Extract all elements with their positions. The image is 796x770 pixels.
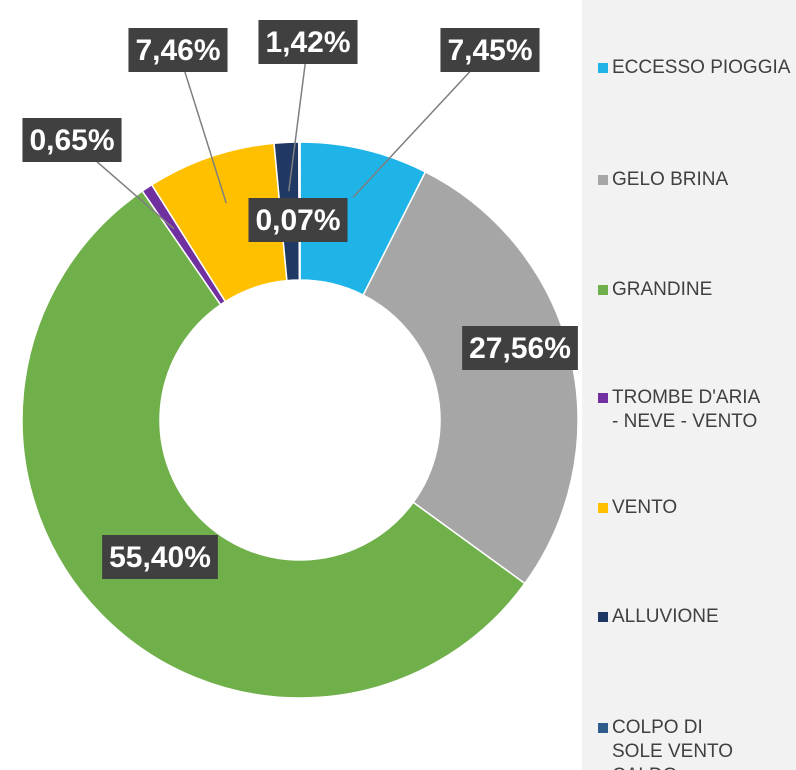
legend-label: ECCESSO PIOGGIA xyxy=(612,57,791,78)
legend-item: GELO BRINA xyxy=(598,168,796,192)
leader-line xyxy=(288,41,309,192)
legend-item: VENTO xyxy=(598,496,796,520)
data-label-box xyxy=(258,20,358,64)
data-label-box xyxy=(128,28,228,72)
data-label: 7,46% xyxy=(135,34,220,67)
legend-item: COLPO DI SOLE VENTO CALDO xyxy=(598,716,742,770)
data-label: 0,07% xyxy=(255,204,340,237)
legend-label: GELO BRINA xyxy=(612,169,729,190)
data-label: 0,65% xyxy=(29,124,114,157)
data-label-box xyxy=(22,118,122,162)
data-label: 7,45% xyxy=(447,34,532,67)
legend-item: TROMBE D'ARIA - NEVE - VENTO xyxy=(598,386,762,434)
legend: ECCESSO PIOGGIA GELO BRINA GRANDINE TROMBE … xyxy=(582,0,796,770)
legend-swatch xyxy=(598,285,608,295)
legend-label: COLPO DI SOLE VENTO CALDO xyxy=(612,717,734,770)
legend-label: ALLUVIONE xyxy=(612,606,719,627)
legend-item: GRANDINE xyxy=(598,278,796,302)
data-label-box xyxy=(248,198,348,242)
legend-swatch xyxy=(598,175,608,185)
chart: 7,45% 27,56% 55,40% 0,65% 7,46% 1,42% 0,07% xyxy=(21,20,579,699)
data-label: 27,56% xyxy=(469,332,571,365)
legend-swatch xyxy=(598,63,608,73)
data-label-box xyxy=(462,326,578,370)
legend-item: ECCESSO PIOGGIA xyxy=(598,56,796,80)
data-label-box xyxy=(102,535,218,579)
data-label: 1,42% xyxy=(265,26,350,59)
legend-label: GRANDINE xyxy=(612,279,713,300)
legend-swatch xyxy=(598,393,608,403)
legend-swatch xyxy=(598,612,608,622)
legend-item: ALLUVIONE xyxy=(598,605,796,629)
legend-swatch xyxy=(598,503,608,513)
leader-line xyxy=(177,49,227,204)
legend-label: VENTO xyxy=(612,497,678,518)
data-label: 55,40% xyxy=(109,541,211,574)
donut-slice xyxy=(362,170,579,585)
data-label-box xyxy=(440,28,540,72)
legend-label: TROMBE D'ARIA - NEVE - VENTO xyxy=(612,387,760,432)
legend-swatch xyxy=(598,723,608,733)
leader-line xyxy=(352,49,491,198)
